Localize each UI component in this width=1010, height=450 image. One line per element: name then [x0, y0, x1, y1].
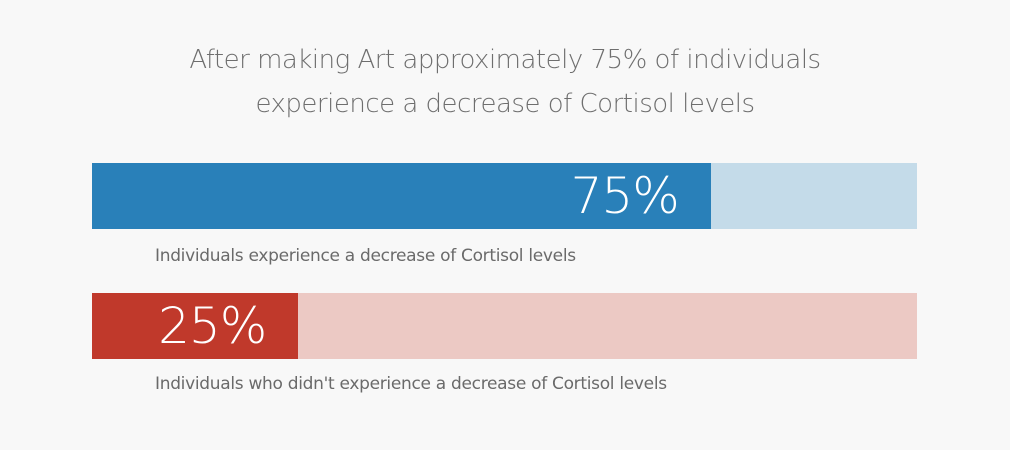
- bar-label-no-decrease: Individuals who didn't experience a decr…: [155, 374, 667, 394]
- bar-fill-no-decrease: [92, 293, 299, 359]
- bar-track-no-decrease: 25%: [92, 293, 917, 359]
- title-line-1: After making Art approximately 75% of in…: [189, 45, 821, 75]
- bar-track-decrease: 75%: [92, 163, 917, 229]
- chart-title: After making Art approximately 75% of in…: [0, 38, 1010, 126]
- title-line-2: experience a decrease of Cortisol levels: [255, 89, 755, 119]
- bar-fill-decrease: [92, 163, 711, 229]
- value-label-no-decrease: 25%: [158, 297, 267, 355]
- value-label-decrease: 75%: [570, 167, 680, 225]
- bar-label-decrease: Individuals experience a decrease of Cor…: [155, 246, 576, 266]
